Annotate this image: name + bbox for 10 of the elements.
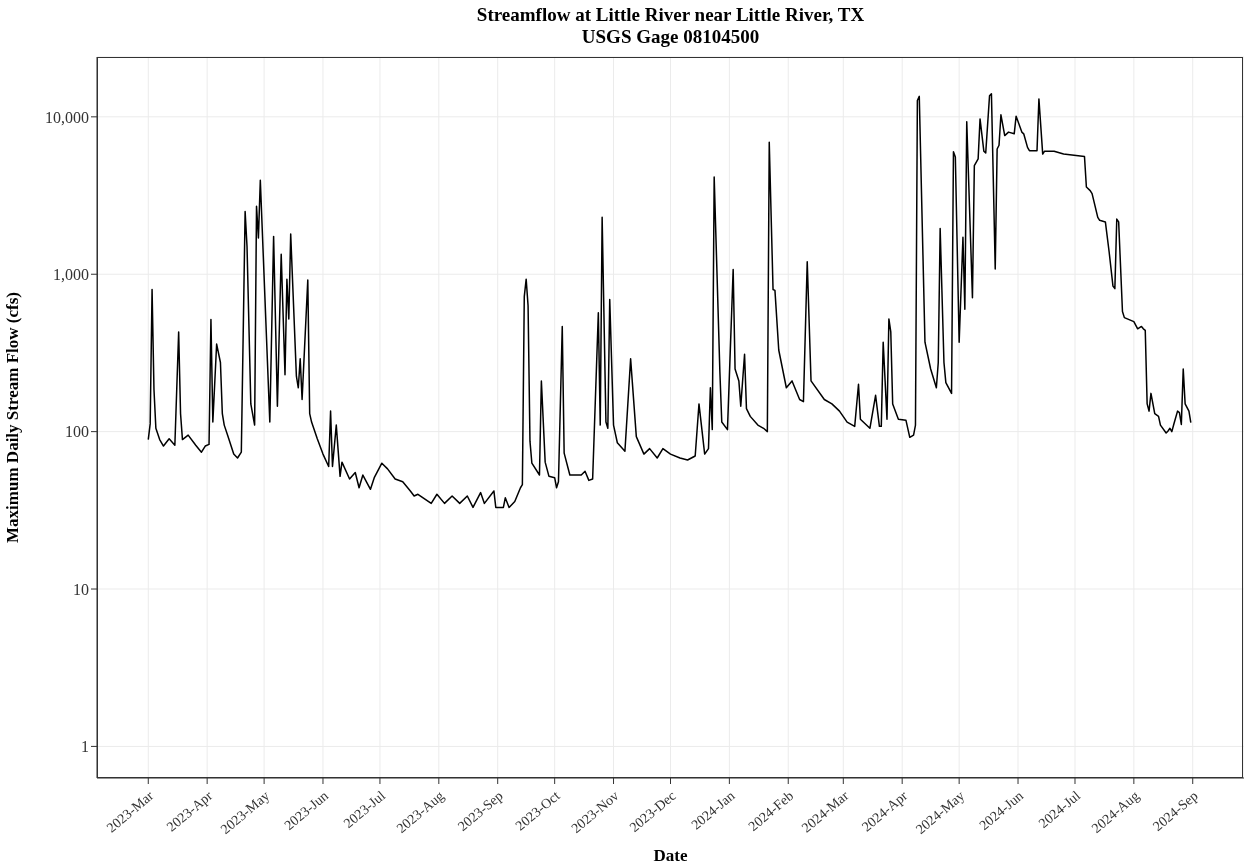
x-axis-title: Date	[653, 846, 688, 861]
line-series	[147, 93, 1192, 509]
chart-subtitle: USGS Gage 08104500	[580, 26, 761, 48]
chart-title: Streamflow at Little River near Little River, TX	[475, 4, 866, 26]
y-tick-label: 1	[81, 738, 89, 756]
y-axis-title: Maximum Daily Stream Flow (cfs)	[3, 292, 23, 543]
y-tick-label: 1,000	[53, 265, 89, 283]
y-tick-label: 10	[73, 580, 89, 598]
y-tick-label: 100	[65, 423, 89, 441]
y-tick-label: 10,000	[45, 108, 89, 126]
